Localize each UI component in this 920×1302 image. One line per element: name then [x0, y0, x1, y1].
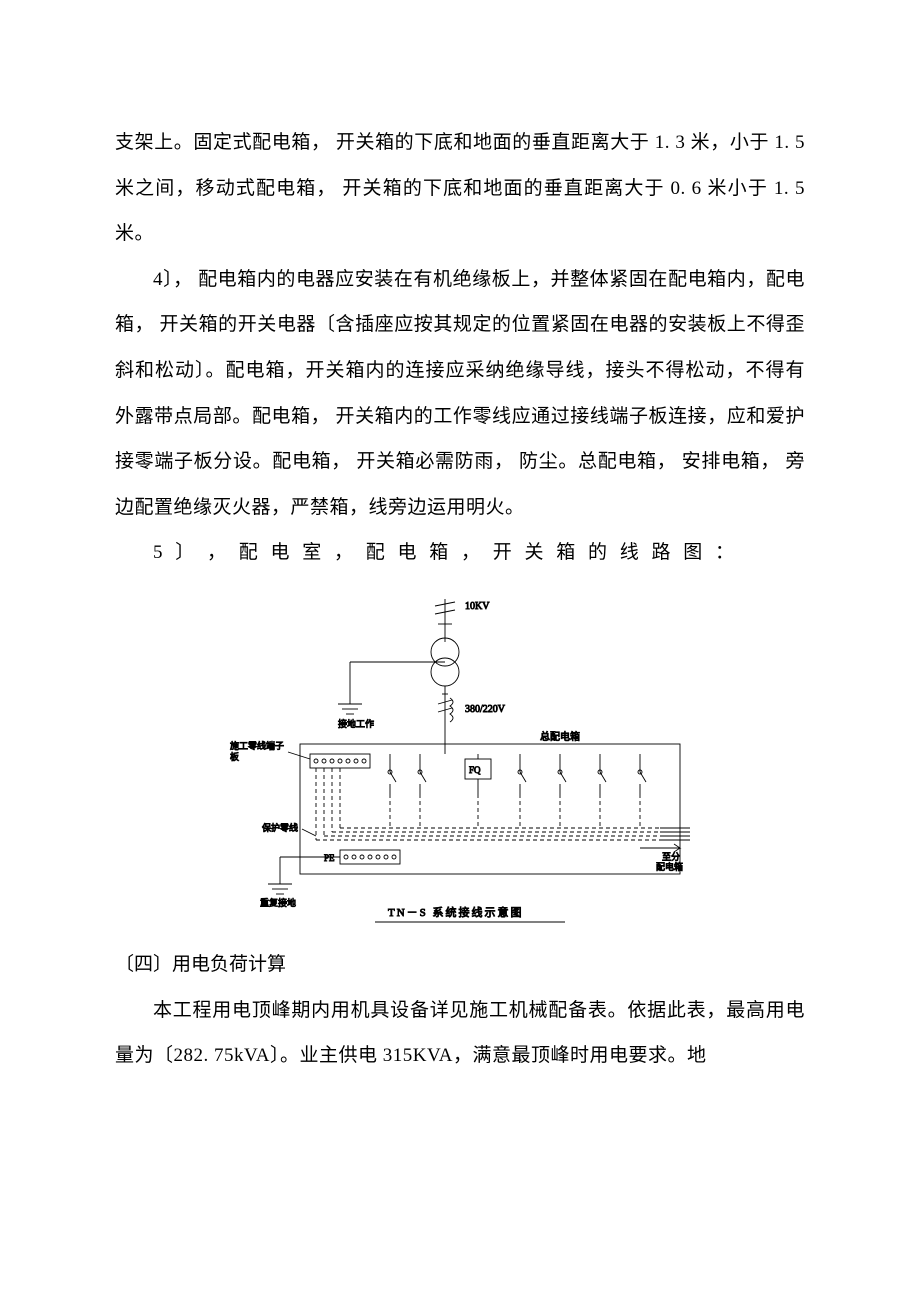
paragraph-1: 支架上。固定式配电箱， 开关箱的下底和地面的垂直距离大于 1. 3 米，小于 1…	[115, 120, 805, 257]
paragraph-3: 5 〕 ， 配 电 室 ， 配 电 箱 ， 开 关 箱 的 线 路 图 ：	[115, 530, 805, 576]
label-main-box: 总配电箱	[540, 730, 580, 743]
tns-wiring-diagram: 10KV 380/220V 接地工作	[220, 594, 700, 934]
label-380-220v: 380/220V	[465, 704, 506, 715]
label-repeat-ground: 重复接地	[260, 897, 296, 908]
paragraph-2: 4〕， 配电箱内的电器应安装在有机绝缘板上，并整体紧固在配电箱内，配电箱， 开关…	[115, 257, 805, 531]
label-10kv: 10KV	[465, 601, 490, 612]
label-protect-neutral: 保护零线	[262, 822, 298, 833]
label-to-sub-1: 至分	[662, 852, 680, 862]
label-fq: FQ	[469, 765, 481, 775]
label-terminal-2: 板	[230, 751, 239, 762]
label-pe: PE	[324, 853, 335, 863]
diagram-caption: TN－S 系统接线示意图	[388, 905, 524, 919]
label-ground-work-1: 接地工作	[338, 718, 374, 729]
document-page: 支架上。固定式配电箱， 开关箱的下底和地面的垂直距离大于 1. 3 米，小于 1…	[0, 0, 920, 1159]
label-terminal-1: 施工零线端子	[230, 740, 284, 751]
diagram-container: 10KV 380/220V 接地工作	[115, 594, 805, 934]
section-heading-4: 〔四〕用电负荷计算	[115, 942, 805, 988]
paragraph-4: 本工程用电顶峰期内用机具设备详见施工机械配备表。依据此表，最高用电量为〔282.…	[115, 988, 805, 1079]
label-to-sub-2: 配电箱	[656, 861, 683, 872]
